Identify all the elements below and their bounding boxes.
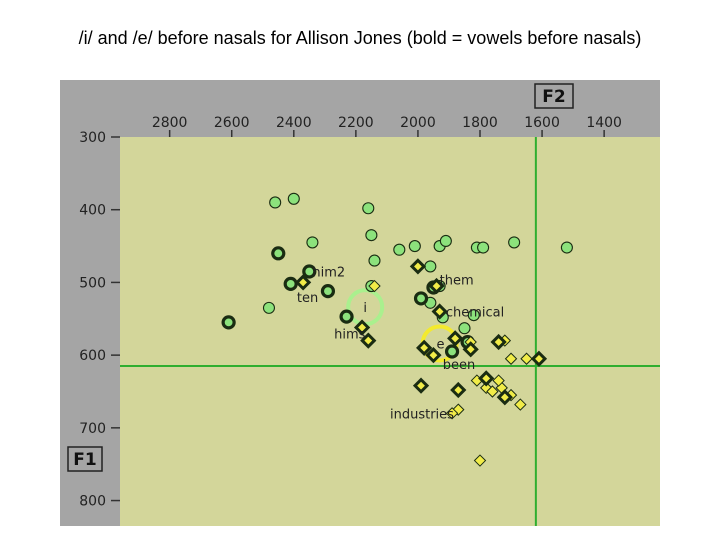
e-point-bold [428, 277, 445, 295]
e-point [368, 279, 381, 293]
y-axis-label: F1 [73, 450, 96, 470]
y-tick-label: 500 [79, 275, 106, 291]
i-point-bold [320, 284, 336, 299]
i-point-bold [339, 309, 354, 324]
i-point-bold [444, 344, 460, 359]
i-point [458, 322, 471, 335]
e-point-bold [450, 381, 467, 399]
i-point [306, 236, 319, 249]
x-tick-label: 2600 [214, 115, 250, 131]
e-point [445, 407, 459, 420]
e-point [486, 385, 499, 398]
i-point [560, 241, 573, 254]
annotation-label: him2 [312, 266, 345, 281]
e-point [492, 374, 505, 387]
e-point-bold [360, 332, 377, 349]
i-point-bold [283, 276, 298, 291]
e-point [520, 352, 533, 365]
e-point [504, 352, 518, 365]
i-point [439, 234, 452, 248]
i-point [368, 254, 381, 267]
y-tick-label: 800 [79, 494, 106, 510]
f2-axis-label-box: F2 [534, 83, 574, 109]
x-axis-label: F2 [542, 87, 565, 107]
e-point-bold [530, 350, 548, 367]
i-point [508, 236, 521, 249]
i-point [424, 260, 437, 273]
x-tick-label: 2200 [338, 115, 374, 131]
data-marks [221, 192, 573, 467]
x-tick-label: 2800 [152, 115, 188, 131]
e-point-bold [447, 330, 464, 347]
f1-axis-label-box: F1 [67, 446, 103, 472]
e-point-bold [412, 377, 430, 394]
annotations: him2 ten hims them chemical e been industries [297, 266, 504, 423]
e-point-bold [478, 370, 495, 387]
x-tick-label: 2400 [276, 115, 312, 131]
y-tick-label: 400 [79, 203, 106, 219]
e-point [514, 398, 527, 411]
x-tick-label: 2000 [400, 115, 436, 131]
annotation-label: hims [334, 327, 366, 342]
e-point-bold [425, 347, 442, 364]
i-point [365, 229, 378, 242]
e-point-bold [353, 319, 371, 336]
i-point-bold [271, 246, 286, 261]
i-point [408, 240, 421, 253]
e-point-bold [462, 341, 479, 358]
x-tick-label: 1600 [524, 115, 560, 131]
i-point [262, 301, 276, 314]
i-point-bold [302, 264, 317, 279]
i-point [467, 309, 480, 322]
e-point-bold [490, 333, 507, 351]
e-point-bold [409, 258, 427, 275]
i-point-bold [221, 315, 236, 330]
x-axis-ticks: 2800 2600 2400 2200 2000 1800 1600 1400 [152, 115, 622, 137]
annotation-label: industries [390, 407, 454, 422]
x-tick-label: 1800 [462, 115, 498, 131]
annotation-label: chemical [446, 306, 504, 321]
i-point [477, 241, 490, 254]
annotation-label: ten [297, 291, 318, 306]
y-tick-label: 700 [79, 421, 106, 437]
annotation-label: them [440, 274, 474, 289]
e-point-bold [416, 339, 433, 356]
y-tick-label: 300 [79, 130, 106, 146]
page-title: /i/ and /e/ before nasals for Allison Jo… [78, 28, 642, 48]
e-point-bold [431, 303, 448, 320]
y-axis-ticks: 300 400 500 600 700 800 [79, 130, 120, 510]
x-tick-label: 1400 [586, 115, 622, 131]
e-point-bold [294, 274, 312, 291]
e-point-bold [496, 389, 513, 406]
e-point [473, 454, 487, 467]
y-tick-label: 600 [79, 348, 106, 364]
mean-label-i: i [363, 301, 367, 316]
i-point [362, 202, 375, 215]
annotation-label: e [437, 337, 445, 352]
i-point-bold [413, 291, 429, 306]
i-point [287, 192, 300, 205]
i-point [393, 243, 406, 256]
annotation-label: been [443, 358, 476, 373]
i-point [269, 196, 282, 209]
plot-area [120, 137, 660, 526]
